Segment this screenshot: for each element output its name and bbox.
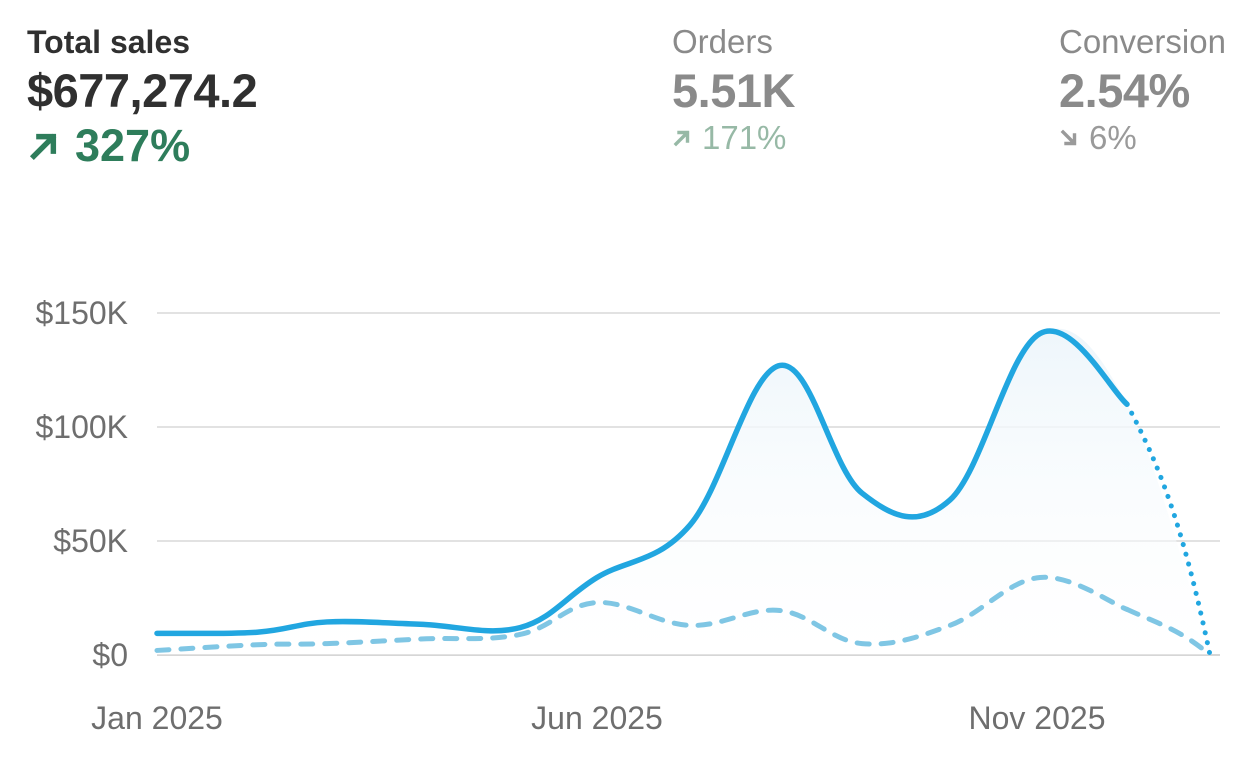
y-tick-label: $0 [92, 637, 128, 673]
current-point[interactable] [517, 625, 523, 631]
y-tick-label: $150K [35, 295, 128, 331]
previous-point[interactable] [687, 622, 693, 628]
orders-label: Orders [672, 23, 773, 60]
arrow-up-right-icon [673, 130, 690, 147]
x-tick-label: Jan 2025 [91, 700, 223, 736]
previous-point[interactable] [324, 641, 330, 647]
total-sales-label: Total sales [27, 24, 191, 60]
arrow-up-right-icon [29, 133, 57, 161]
previous-point[interactable] [947, 622, 953, 628]
current-period-line [154, 328, 1130, 637]
current-period-area [157, 328, 1210, 655]
current-point[interactable] [417, 621, 423, 627]
y-tick-label: $50K [53, 523, 128, 559]
orders-change-value: 171% [702, 119, 787, 156]
total-sales-metric[interactable]: Total sales $677,274.2 327% [27, 22, 258, 172]
total-sales-value: $677,274.2 [27, 64, 258, 117]
y-tick-label: $100K [35, 409, 128, 445]
current-point[interactable] [594, 574, 600, 580]
arrow-down-right-icon [1060, 129, 1077, 146]
previous-point[interactable] [859, 641, 865, 647]
conversion-change: 6% [1059, 118, 1226, 158]
x-tick-label: Jun 2025 [531, 700, 663, 736]
orders-change: 171% [672, 118, 795, 158]
previous-point[interactable] [1037, 574, 1043, 580]
previous-point[interactable] [594, 600, 600, 606]
current-point[interactable] [1037, 331, 1043, 337]
orders-metric[interactable]: Orders 5.51K 171% [672, 22, 795, 158]
conversion-change-value: 6% [1089, 119, 1137, 156]
conversion-label: Conversion [1059, 23, 1226, 60]
previous-point[interactable] [254, 642, 260, 648]
conversion-value: 2.54% [1059, 64, 1190, 117]
current-point[interactable] [687, 522, 693, 528]
previous-point[interactable] [1124, 606, 1130, 612]
previous-period-line [154, 574, 1130, 653]
x-tick-label: Nov 2025 [969, 700, 1106, 736]
conversion-metric[interactable]: Conversion 2.54% 6% [1059, 22, 1226, 158]
current-point[interactable] [859, 490, 865, 496]
current-point[interactable] [254, 629, 260, 635]
previous-period-tail [1124, 606, 1213, 658]
previous-point[interactable] [517, 631, 523, 637]
current-point[interactable] [1124, 401, 1130, 407]
current-point[interactable] [777, 362, 783, 368]
orders-value: 5.51K [672, 64, 795, 117]
total-sales-change: 327% [27, 120, 257, 172]
current-point[interactable] [154, 630, 160, 636]
previous-point[interactable] [777, 608, 783, 614]
previous-point[interactable] [417, 636, 423, 642]
current-point[interactable] [324, 619, 330, 625]
previous-point[interactable] [154, 647, 160, 653]
current-point[interactable] [947, 497, 953, 503]
total-sales-change-value: 327% [75, 120, 191, 171]
